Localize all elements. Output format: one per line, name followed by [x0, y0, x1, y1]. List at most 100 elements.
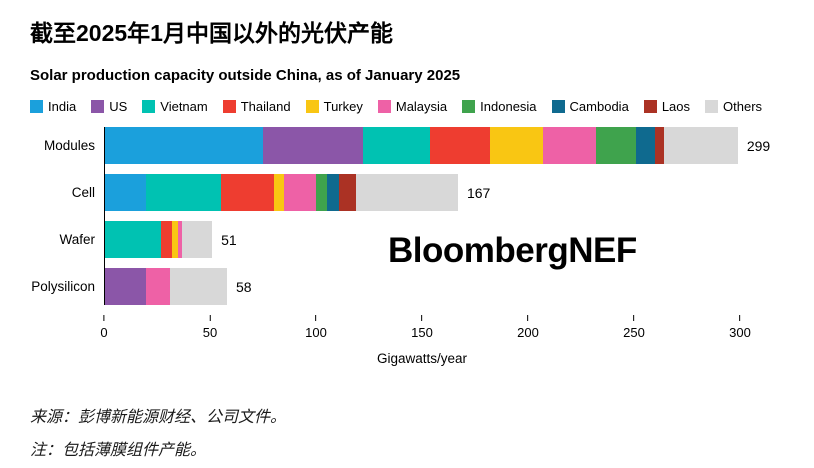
category-label-polysilicon: Polysilicon — [31, 279, 95, 294]
x-tick-50: 50 — [203, 315, 217, 340]
x-tick-200: 200 — [517, 315, 539, 340]
bar-row-wafer: Wafer 51 — [30, 221, 784, 258]
x-tick-100: 100 — [305, 315, 327, 340]
source-text: 来源：彭博新能源财经、公司文件。 — [30, 409, 287, 426]
legend-label: Cambodia — [569, 99, 629, 114]
segment-vietnam-wafer — [104, 221, 162, 258]
x-tick-mark — [103, 315, 105, 321]
legend-swatch-india — [30, 100, 43, 113]
segment-cambodia-cell — [326, 174, 340, 211]
bar-total-modules: 299 — [746, 137, 771, 154]
x-tick-0: 0 — [100, 315, 108, 340]
legend-swatch-laos — [643, 100, 657, 113]
legend-item-turkey: Turkey — [305, 99, 363, 114]
segment-us-modules — [263, 127, 363, 164]
legend-label: Malaysia — [395, 99, 448, 114]
legend-item-vietnam: Vietnam — [142, 99, 208, 114]
segment-turkey-cell — [273, 174, 285, 211]
legend-swatch-malaysia — [377, 100, 391, 113]
segment-thailand-wafer — [161, 221, 172, 258]
x-tick-mark — [315, 315, 317, 321]
segment-malaysia-polysilicon — [146, 268, 170, 305]
segment-vietnam-modules — [362, 127, 431, 164]
bar-polysilicon — [104, 268, 227, 305]
legend-item-laos: Laos — [643, 99, 691, 114]
legend-swatch-thailand — [222, 100, 236, 113]
bar-total-cell: 167 — [466, 184, 491, 201]
bar-row-polysilicon: Polysilicon 58 — [30, 268, 784, 305]
segment-thailand-cell — [220, 174, 274, 211]
segment-us-polysilicon — [104, 268, 147, 305]
legend-label: Vietnam — [160, 99, 208, 114]
note-text: 注：包括薄膜组件产能。 — [30, 441, 207, 459]
legend-swatch-cambodia — [551, 100, 565, 113]
segment-thailand-modules — [430, 127, 490, 164]
chart-subtitle: Solar production capacity outside China,… — [30, 67, 461, 84]
segment-malaysia-modules — [542, 127, 596, 164]
bar-total-wafer: 51 — [221, 231, 237, 248]
segment-laos-cell — [339, 174, 357, 211]
segment-others-polysilicon — [169, 268, 227, 305]
x-tick-300: 300 — [729, 315, 751, 340]
x-tick-label: 250 — [623, 325, 645, 340]
legend-label: Thailand — [240, 99, 291, 114]
legend-item-thailand: Thailand — [222, 99, 291, 114]
legend-swatch-turkey — [305, 100, 319, 113]
x-tick-mark — [633, 315, 635, 321]
legend-label: Indonesia — [480, 99, 537, 114]
x-tick-label: 0 — [100, 325, 108, 340]
x-tick-mark — [527, 315, 529, 321]
footer: 来源：彭博新能源财经、公司文件。 注：包括薄膜组件产能。 — [30, 402, 784, 468]
segment-malaysia-wafer — [178, 221, 183, 258]
segment-others-wafer — [182, 221, 213, 258]
legend-label: India — [48, 99, 77, 114]
x-tick-label: 200 — [517, 325, 539, 340]
category-label-modules: Modules — [43, 138, 95, 153]
segment-others-modules — [663, 127, 738, 164]
x-tick-label: 300 — [729, 325, 751, 340]
legend-item-india: India — [30, 99, 76, 114]
chart-rows: Modules 299 Cell 167 Wafer 51 Polysilicon 58 — [30, 127, 784, 305]
bar-modules — [104, 127, 738, 164]
x-axis-label: Gigawatts/year — [376, 351, 468, 366]
bar-total-polysilicon: 58 — [235, 278, 252, 295]
x-axis: 0 50 100 150 200 250 300 — [100, 315, 751, 345]
legend-label: Laos — [661, 99, 691, 114]
x-tick-mark — [739, 315, 741, 321]
segment-laos-modules — [655, 127, 664, 164]
segment-india-cell — [104, 174, 147, 211]
legend-item-cambodia: Cambodia — [551, 99, 629, 114]
legend-label: Others — [723, 99, 763, 114]
y-axis-line — [104, 127, 105, 305]
segment-cambodia-modules — [636, 127, 656, 164]
segment-turkey-modules — [489, 127, 543, 164]
segment-vietnam-cell — [146, 174, 221, 211]
legend-label: US — [109, 99, 128, 114]
category-label-cell: Cell — [71, 185, 95, 200]
bar-row-cell: Cell 167 — [30, 174, 784, 211]
segment-turkey-wafer — [171, 221, 179, 258]
page-title: 截至2025年1月中国以外的光伏产能 — [30, 20, 393, 46]
legend: India US Vietnam Thailand Turkey Malaysia Indo… — [30, 99, 784, 114]
x-tick-mark — [421, 315, 423, 321]
category-label-wafer: Wafer — [59, 232, 95, 247]
legend-item-malaysia: Malaysia — [377, 99, 448, 114]
legend-swatch-others — [705, 100, 719, 113]
segment-indonesia-modules — [595, 127, 637, 164]
segment-others-cell — [356, 174, 458, 211]
bloombergnef-watermark: BloombergNEF — [388, 231, 637, 270]
bar-row-modules: Modules 299 — [30, 127, 784, 164]
legend-label: Turkey — [323, 99, 363, 114]
bar-wafer — [104, 221, 213, 258]
x-tick-label: 100 — [305, 325, 327, 340]
legend-item-others: Others — [705, 99, 762, 114]
segment-india-modules — [104, 127, 263, 164]
legend-item-indonesia: Indonesia — [462, 99, 537, 114]
stacked-bar-chart: Modules 299 Cell 167 Wafer 51 Polysilicon 58 0 5… — [30, 127, 784, 366]
x-tick-label: 50 — [202, 325, 218, 340]
legend-swatch-indonesia — [462, 100, 476, 113]
segment-indonesia-cell — [315, 174, 327, 211]
x-tick-label: 150 — [411, 325, 433, 340]
segment-malaysia-cell — [284, 174, 316, 211]
x-tick-150: 150 — [411, 315, 433, 340]
